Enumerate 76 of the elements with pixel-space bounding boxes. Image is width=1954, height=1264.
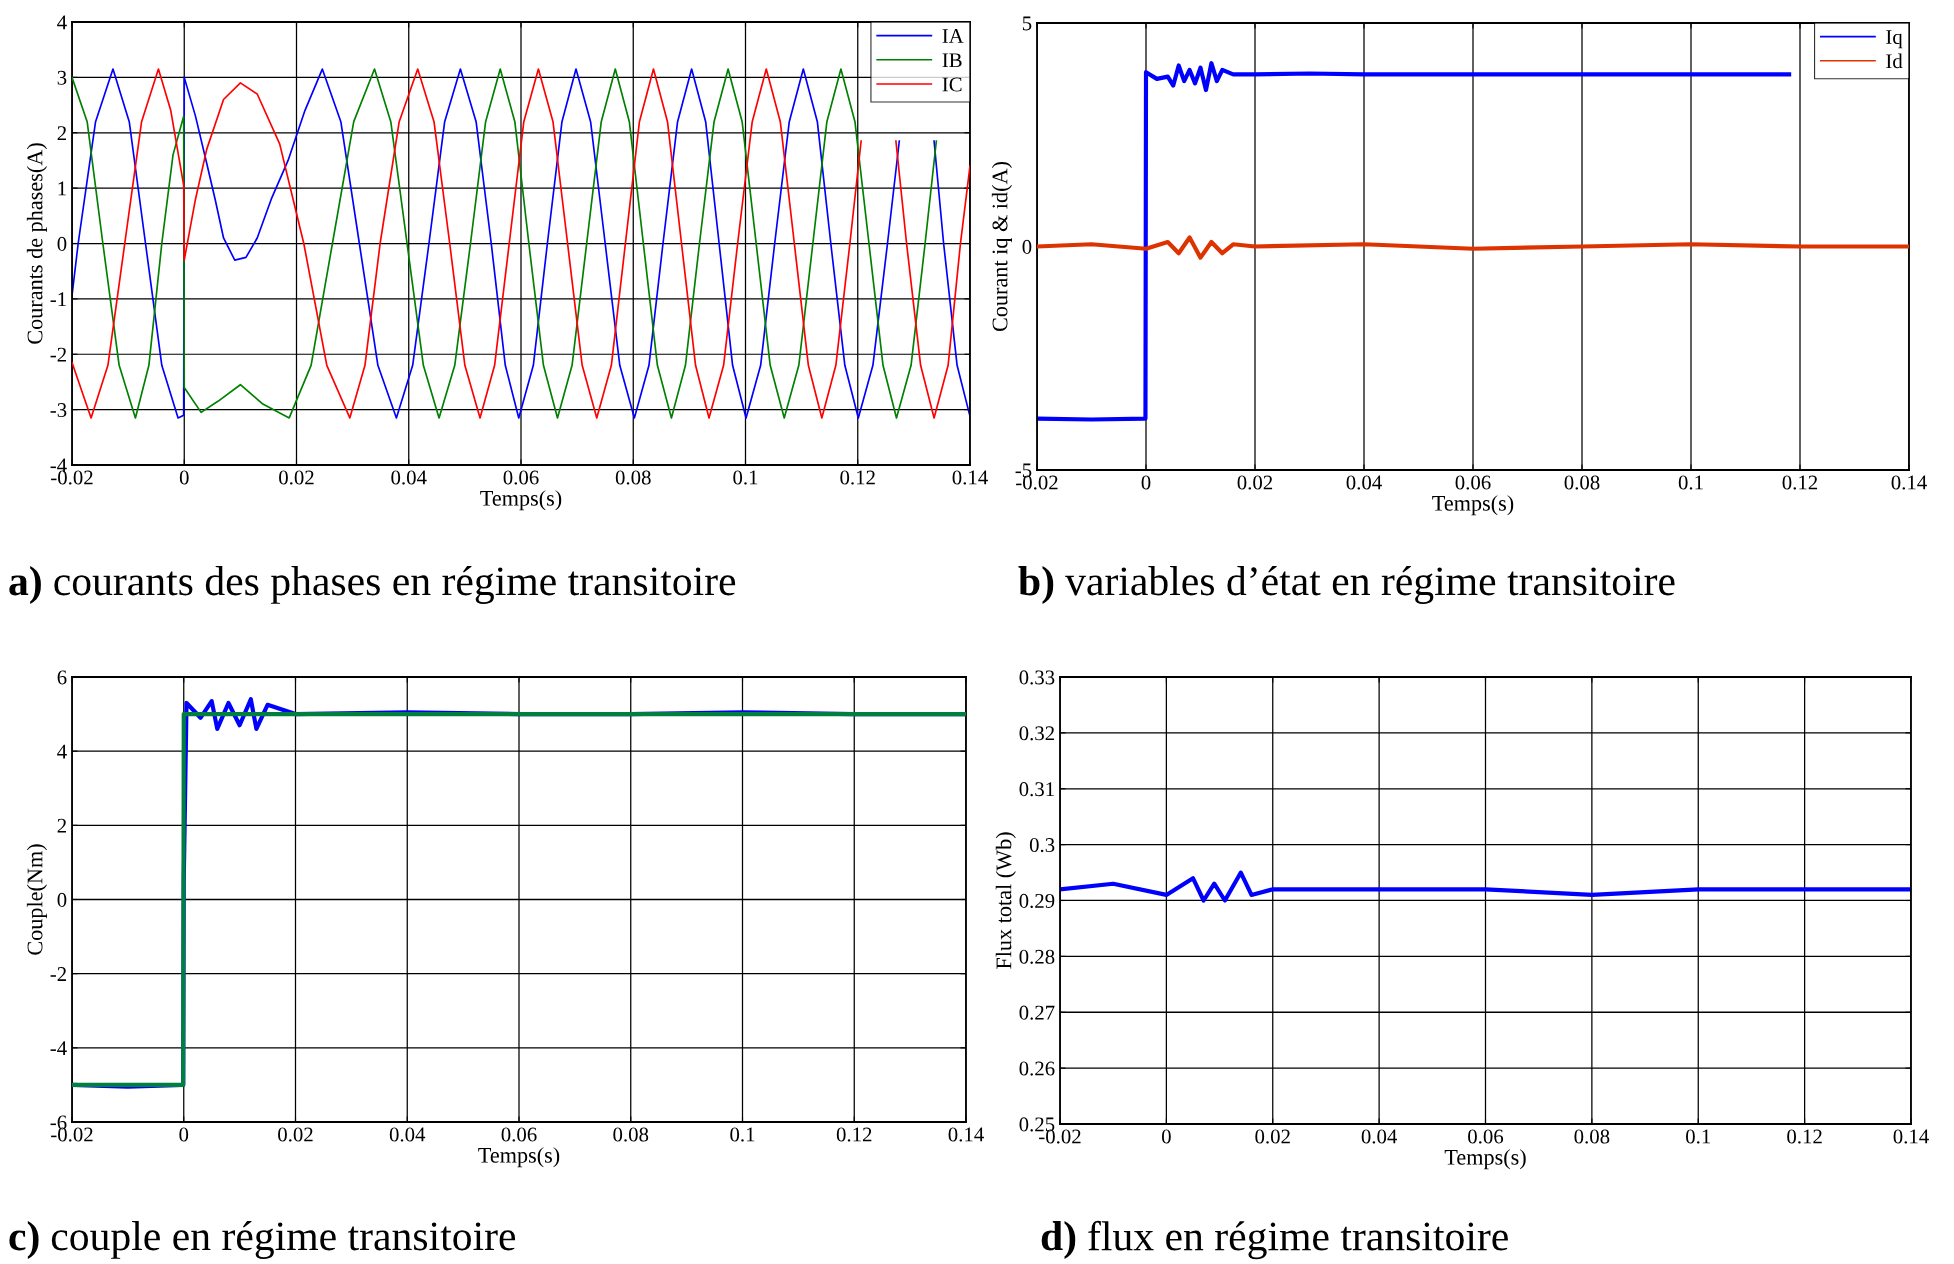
x-tick-label: 0.02: [279, 470, 314, 485]
x-axis-title: Temps(s): [1444, 1149, 1526, 1170]
y-tick-label: 4: [57, 744, 67, 759]
x-tick-label: 0.14: [948, 1127, 984, 1142]
x-tick-label: 0.02: [278, 1127, 313, 1142]
text: d) flux en régime transitoire: [1041, 1220, 1508, 1260]
y-tick-label: -3: [50, 403, 67, 418]
y-tick-label: 0: [57, 892, 67, 907]
x-axis-title: Temps(s): [1432, 495, 1514, 516]
y-tick-label: 0.32: [1019, 726, 1054, 741]
x-tick-label: 0.14: [1891, 475, 1927, 490]
x-tick-label: 0.12: [1787, 1129, 1822, 1144]
legend-label: IA: [942, 29, 964, 43]
text: c) couple en régime transitoire: [9, 1221, 516, 1259]
legend-label: IC: [942, 77, 962, 92]
y-tick-label: 0.31: [1019, 782, 1054, 797]
x-tick-label: 0.12: [840, 470, 875, 485]
y-tick-label: 0: [1022, 239, 1032, 254]
y-tick-label: 0.26: [1019, 1061, 1055, 1076]
x-tick-label: 0.12: [1782, 475, 1818, 490]
text: b) variables d’état en régime transitoire: [1018, 566, 1675, 604]
y-tick-label: 1: [58, 181, 66, 196]
x-tick-label: 0: [179, 470, 189, 485]
x-tick-label: 0.06: [1468, 1129, 1504, 1144]
line-series: [1060, 870, 1911, 903]
y-tick-label: 0.28: [1019, 949, 1055, 964]
legend-label: Iq: [1886, 30, 1903, 49]
legend-label: IB: [942, 53, 962, 68]
x-axis-title: Temps(s): [478, 1147, 560, 1168]
x-tick-label: 0.1: [1678, 475, 1703, 490]
x-tick-label: 0.1: [730, 1127, 755, 1142]
y-tick-label: 0.29: [1019, 893, 1055, 909]
x-tick-label: 0.1: [733, 470, 758, 485]
y-tick-label: 3: [57, 70, 67, 85]
y-axis-title: Courant iq & id(A): [991, 161, 1013, 332]
x-tick-label: 0.08: [615, 470, 651, 485]
x-axis-title: Temps(s): [480, 490, 562, 511]
y-tick-label: -2: [50, 347, 66, 362]
x-tick-label: 0.06: [503, 470, 539, 485]
y-tick-label: -1: [50, 292, 66, 307]
line-series: [1037, 61, 1792, 422]
x-tick-label: 0.04: [1361, 1129, 1398, 1144]
y-tick-label: 0.33: [1019, 670, 1055, 685]
y-axis-title: Flux total (Wb): [995, 832, 1016, 969]
x-tick-label: 0.14: [1893, 1129, 1929, 1144]
y-tick-label: 6: [57, 670, 67, 685]
x-tick-label: 0: [1161, 1129, 1171, 1144]
x-tick-label: 0.08: [613, 1127, 649, 1142]
x-tick-label: 0.04: [389, 1127, 426, 1142]
x-tick-label: 0.08: [1564, 475, 1600, 490]
x-tick-label: 0.06: [1455, 475, 1491, 490]
y-tick-label: -2: [50, 967, 66, 981]
y-tick-label: 0: [57, 236, 67, 251]
y-tick-label: 4: [57, 15, 67, 30]
x-tick-label: 0.08: [1574, 1129, 1610, 1144]
y-tick-label: 5: [1022, 16, 1032, 31]
y-axis-title: Couple(Nm): [26, 844, 48, 955]
x-tick-label: 0: [1141, 475, 1151, 490]
x-tick-label: 0.04: [1346, 475, 1382, 490]
x-tick-label: 0.04: [391, 470, 427, 485]
text: a) courants des phases en régime transitoire: [9, 566, 736, 604]
line-series: [1037, 235, 1909, 260]
x-tick-label: 0.02: [1255, 1129, 1290, 1144]
x-tick-label: 0.06: [501, 1127, 537, 1142]
x-tick-label: 0.14: [952, 470, 988, 485]
y-tick-label: 0.3: [1029, 838, 1055, 853]
y-tick-label: 0.27: [1019, 1005, 1055, 1020]
x-tick-label: 0.02: [1237, 475, 1273, 490]
legend-label: Id: [1886, 53, 1903, 69]
y-tick-label: 2: [57, 126, 66, 140]
x-tick-label: 0.12: [836, 1127, 872, 1142]
x-tick-label: 0.1: [1686, 1129, 1711, 1144]
y-tick-label: 2: [57, 818, 66, 833]
y-axis-title: Courants de phases(A): [26, 143, 48, 344]
y-tick-label: -4: [50, 1041, 67, 1056]
x-tick-label: 0: [179, 1127, 189, 1142]
